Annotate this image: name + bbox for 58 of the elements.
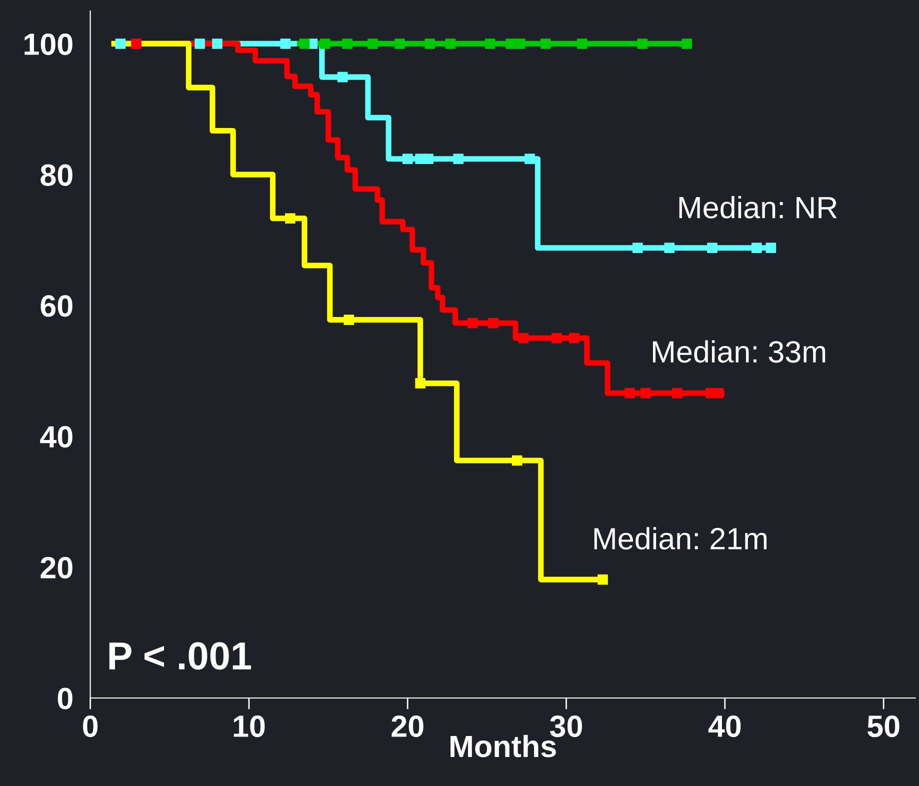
y-tick-label: 80 [40,164,72,186]
point [552,332,562,344]
point [488,318,498,328]
point [682,38,692,49]
point [402,154,413,164]
point [342,38,352,49]
point [515,38,526,49]
point [524,154,535,164]
point [569,332,580,344]
point [280,38,291,49]
point [424,38,435,49]
y-tick-label: 40 [40,426,72,448]
point [672,388,682,398]
point [713,388,724,398]
point [115,38,126,49]
annotation: P < .001 [109,642,251,670]
point [415,378,426,388]
annotation: Median: 21m [594,527,767,550]
x-tick-label: 40 [708,715,741,738]
point [423,154,434,164]
point [194,38,205,49]
point [518,332,529,344]
point [285,213,296,224]
point [468,318,478,328]
point [212,38,222,49]
point [320,38,330,49]
x-tick-label: 50 [868,715,900,738]
point [506,38,516,49]
point [368,38,378,49]
y-tick-label: 20 [40,556,72,579]
point [344,314,354,325]
point [632,242,643,253]
point [512,455,522,466]
point [394,38,405,49]
x-tick-label: 10 [234,715,265,738]
point [640,388,651,398]
point [540,38,551,49]
point [664,242,675,253]
annotation: Median: 33m [652,340,826,363]
y-tick-label: 100 [24,33,72,56]
y-tick-label: 60 [40,295,72,317]
y-tick-label: 0 [58,688,72,710]
point [576,38,588,49]
point [766,242,776,253]
x-tick-label: 0 [83,715,98,738]
point [337,72,348,82]
point [637,38,648,49]
point [453,154,464,164]
annotation: Median: NR [679,196,837,218]
x-tick-label: 20 [392,715,424,738]
point [624,388,635,398]
point [445,38,456,49]
point [484,38,496,49]
point [751,242,762,253]
point [707,242,718,253]
point [299,38,310,49]
point [598,574,608,585]
point [131,38,142,49]
